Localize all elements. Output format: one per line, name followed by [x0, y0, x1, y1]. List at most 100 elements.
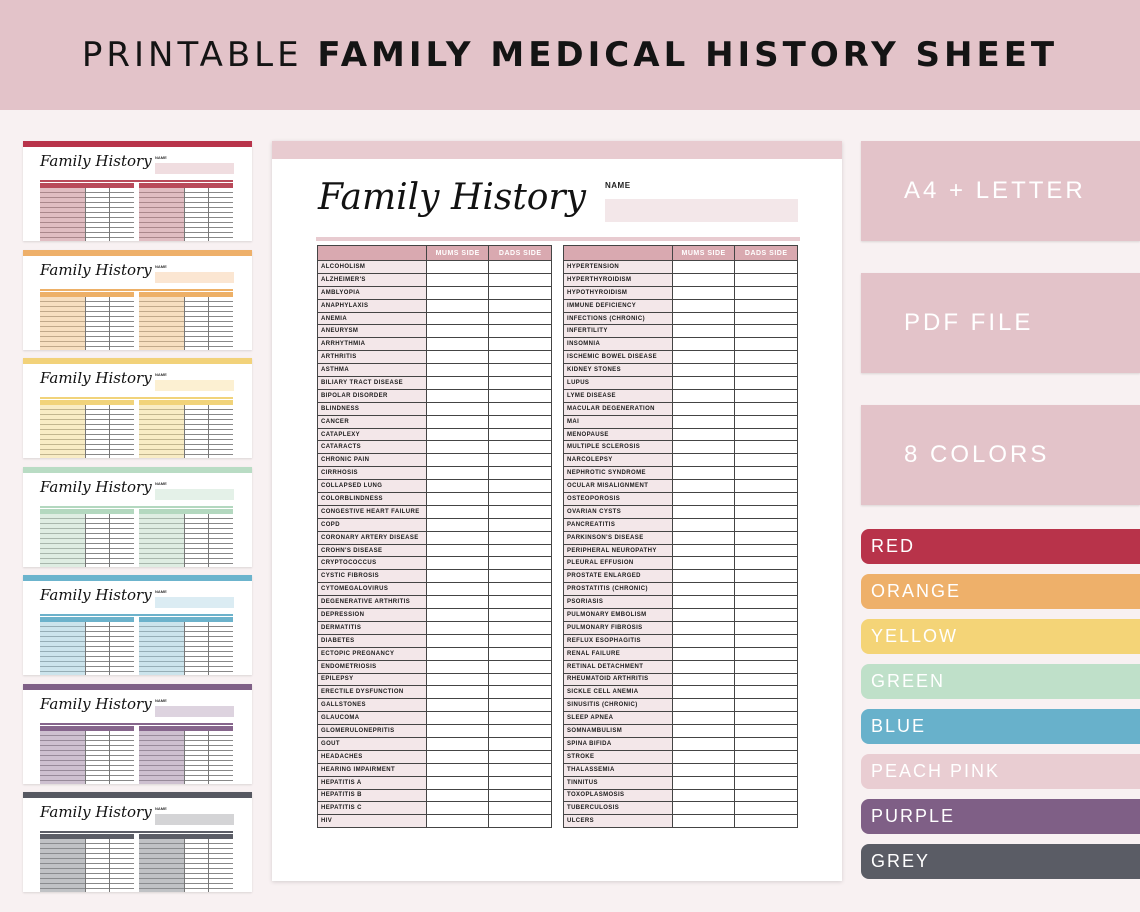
- mums-side-cell[interactable]: [425, 350, 490, 365]
- mums-side-cell[interactable]: [425, 388, 490, 403]
- dads-side-cell[interactable]: [734, 298, 798, 313]
- mums-side-cell[interactable]: [671, 801, 736, 816]
- mums-side-cell[interactable]: [671, 646, 736, 661]
- dads-side-cell[interactable]: [488, 363, 552, 378]
- mums-side-cell[interactable]: [671, 724, 736, 738]
- dads-side-cell[interactable]: [734, 453, 798, 468]
- mums-side-cell[interactable]: [425, 363, 490, 378]
- dads-side-cell[interactable]: [488, 504, 552, 519]
- dads-side-cell[interactable]: [488, 466, 552, 481]
- dads-side-cell[interactable]: [734, 324, 798, 339]
- mums-side-cell[interactable]: [671, 595, 736, 610]
- mums-side-cell[interactable]: [425, 530, 490, 545]
- mums-side-cell[interactable]: [671, 672, 736, 687]
- mums-side-cell[interactable]: [671, 736, 736, 751]
- mums-side-cell[interactable]: [671, 633, 736, 648]
- dads-side-cell[interactable]: [734, 401, 798, 416]
- dads-side-cell[interactable]: [488, 775, 552, 790]
- mums-side-cell[interactable]: [425, 414, 490, 429]
- dads-side-cell[interactable]: [734, 492, 798, 506]
- dads-side-cell[interactable]: [734, 427, 798, 442]
- mums-side-cell[interactable]: [671, 285, 736, 300]
- dads-side-cell[interactable]: [488, 479, 552, 494]
- mums-side-cell[interactable]: [425, 466, 490, 481]
- dads-side-cell[interactable]: [488, 736, 552, 751]
- mums-side-cell[interactable]: [425, 311, 490, 326]
- dads-side-cell[interactable]: [734, 711, 798, 726]
- mums-side-cell[interactable]: [671, 324, 736, 339]
- mums-side-cell[interactable]: [671, 350, 736, 365]
- dads-side-cell[interactable]: [488, 543, 552, 558]
- mums-side-cell[interactable]: [425, 672, 490, 687]
- dads-side-cell[interactable]: [734, 749, 798, 764]
- mums-side-cell[interactable]: [671, 556, 736, 571]
- dads-side-cell[interactable]: [488, 582, 552, 597]
- mums-side-cell[interactable]: [671, 311, 736, 326]
- dads-side-cell[interactable]: [488, 401, 552, 416]
- mums-side-cell[interactable]: [671, 517, 736, 532]
- mums-side-cell[interactable]: [671, 608, 736, 622]
- mums-side-cell[interactable]: [425, 556, 490, 571]
- mums-side-cell[interactable]: [671, 749, 736, 764]
- mums-side-cell[interactable]: [425, 569, 490, 584]
- mums-side-cell[interactable]: [425, 492, 490, 506]
- mums-side-cell[interactable]: [425, 762, 490, 777]
- mums-side-cell[interactable]: [425, 479, 490, 494]
- mums-side-cell[interactable]: [425, 298, 490, 313]
- mums-side-cell[interactable]: [425, 749, 490, 764]
- dads-side-cell[interactable]: [734, 311, 798, 326]
- mums-side-cell[interactable]: [425, 788, 490, 803]
- mums-side-cell[interactable]: [425, 775, 490, 790]
- dads-side-cell[interactable]: [488, 646, 552, 661]
- dads-side-cell[interactable]: [734, 504, 798, 519]
- dads-side-cell[interactable]: [488, 285, 552, 300]
- mums-side-cell[interactable]: [425, 620, 490, 635]
- dads-side-cell[interactable]: [488, 711, 552, 726]
- mums-side-cell[interactable]: [425, 582, 490, 597]
- mums-side-cell[interactable]: [425, 324, 490, 339]
- mums-side-cell[interactable]: [425, 504, 490, 519]
- dads-side-cell[interactable]: [488, 762, 552, 777]
- dads-side-cell[interactable]: [488, 337, 552, 352]
- name-field[interactable]: [605, 199, 798, 222]
- dads-side-cell[interactable]: [488, 298, 552, 313]
- mums-side-cell[interactable]: [671, 453, 736, 468]
- dads-side-cell[interactable]: [488, 801, 552, 816]
- mums-side-cell[interactable]: [671, 620, 736, 635]
- mums-side-cell[interactable]: [425, 814, 490, 829]
- dads-side-cell[interactable]: [734, 685, 798, 700]
- mums-side-cell[interactable]: [671, 401, 736, 416]
- mums-side-cell[interactable]: [671, 363, 736, 378]
- dads-side-cell[interactable]: [734, 762, 798, 777]
- dads-side-cell[interactable]: [488, 388, 552, 403]
- dads-side-cell[interactable]: [734, 556, 798, 571]
- dads-side-cell[interactable]: [488, 685, 552, 700]
- dads-side-cell[interactable]: [734, 543, 798, 558]
- mums-side-cell[interactable]: [425, 543, 490, 558]
- mums-side-cell[interactable]: [671, 440, 736, 455]
- mums-side-cell[interactable]: [425, 376, 490, 390]
- mums-side-cell[interactable]: [671, 530, 736, 545]
- dads-side-cell[interactable]: [734, 466, 798, 481]
- mums-side-cell[interactable]: [425, 736, 490, 751]
- mums-side-cell[interactable]: [425, 711, 490, 726]
- dads-side-cell[interactable]: [488, 814, 552, 829]
- dads-side-cell[interactable]: [734, 736, 798, 751]
- dads-side-cell[interactable]: [488, 595, 552, 610]
- mums-side-cell[interactable]: [671, 698, 736, 713]
- dads-side-cell[interactable]: [734, 272, 798, 287]
- dads-side-cell[interactable]: [488, 724, 552, 738]
- dads-side-cell[interactable]: [734, 698, 798, 713]
- dads-side-cell[interactable]: [488, 556, 552, 571]
- mums-side-cell[interactable]: [671, 711, 736, 726]
- mums-side-cell[interactable]: [425, 440, 490, 455]
- mums-side-cell[interactable]: [671, 788, 736, 803]
- dads-side-cell[interactable]: [488, 788, 552, 803]
- mums-side-cell[interactable]: [425, 659, 490, 674]
- dads-side-cell[interactable]: [488, 633, 552, 648]
- mums-side-cell[interactable]: [671, 492, 736, 506]
- dads-side-cell[interactable]: [488, 698, 552, 713]
- dads-side-cell[interactable]: [734, 376, 798, 390]
- dads-side-cell[interactable]: [734, 388, 798, 403]
- dads-side-cell[interactable]: [734, 595, 798, 610]
